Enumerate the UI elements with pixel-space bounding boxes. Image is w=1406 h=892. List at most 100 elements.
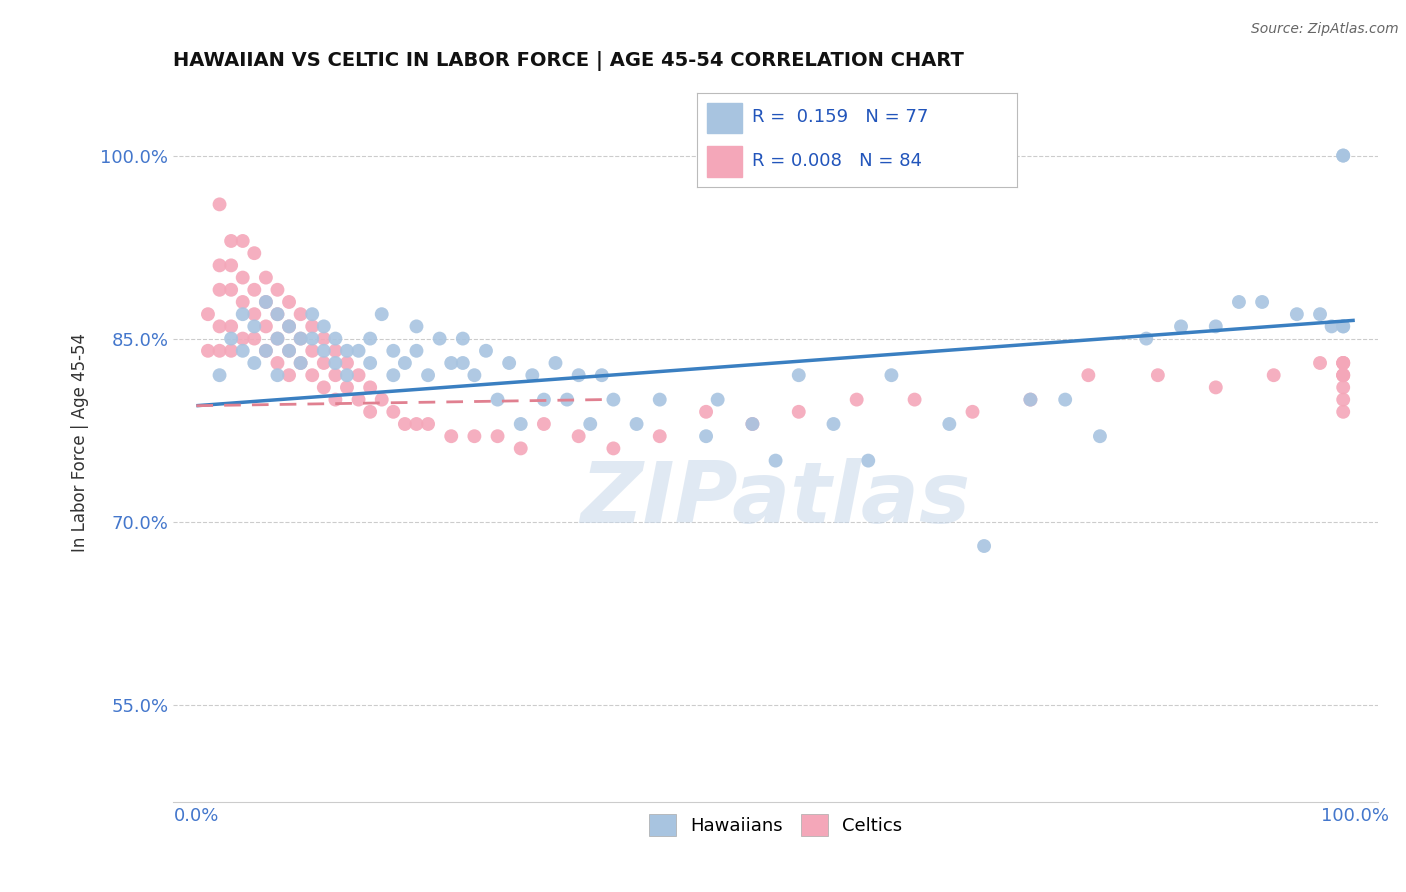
Point (312, 332, 335, 346)
Point (962, 405, 984, 419)
Point (568, 368, 591, 383)
Point (278, 319, 301, 334)
Point (278, 319, 301, 334)
Point (208, 197, 231, 211)
Point (382, 343, 405, 358)
Point (741, 417, 763, 431)
Point (463, 429, 485, 443)
Point (208, 319, 231, 334)
Point (1170, 319, 1192, 334)
Point (243, 356, 266, 370)
Point (290, 356, 312, 370)
Point (336, 343, 359, 358)
Point (266, 368, 288, 383)
Point (486, 392, 509, 407)
Point (626, 417, 648, 431)
Point (591, 368, 613, 383)
Text: ZIPatlas: ZIPatlas (581, 458, 970, 541)
Point (266, 332, 288, 346)
Point (602, 442, 624, 456)
Point (1054, 392, 1077, 407)
Point (475, 343, 498, 358)
Point (243, 332, 266, 346)
Point (208, 368, 231, 383)
Point (359, 356, 381, 370)
Point (509, 417, 531, 431)
Point (208, 283, 231, 297)
Point (219, 259, 242, 273)
Point (312, 319, 335, 334)
Point (1309, 307, 1331, 321)
Point (533, 392, 555, 407)
Point (1263, 368, 1285, 383)
Point (1088, 429, 1111, 443)
Point (290, 307, 312, 321)
Point (382, 368, 405, 383)
Point (1320, 319, 1343, 334)
Point (1331, 148, 1354, 162)
Point (533, 417, 555, 431)
Point (903, 392, 925, 407)
Point (602, 392, 624, 407)
Point (359, 405, 381, 419)
Point (1285, 307, 1308, 321)
Point (429, 332, 451, 346)
Point (197, 307, 219, 321)
Point (266, 283, 288, 297)
Point (232, 307, 254, 321)
Point (219, 283, 242, 297)
Point (394, 356, 416, 370)
Point (254, 270, 277, 285)
Point (405, 417, 427, 431)
Point (1331, 368, 1354, 383)
Point (579, 417, 602, 431)
Point (544, 356, 567, 370)
Point (1331, 356, 1354, 370)
Point (845, 392, 868, 407)
Point (325, 343, 347, 358)
Point (1331, 368, 1354, 383)
Point (486, 429, 509, 443)
Point (301, 307, 323, 321)
Point (325, 368, 347, 383)
Point (973, 539, 995, 553)
Point (301, 319, 323, 334)
Point (1309, 356, 1331, 370)
Point (1251, 295, 1274, 310)
Point (266, 307, 288, 321)
Point (232, 343, 254, 358)
Point (254, 319, 277, 334)
Point (278, 295, 301, 310)
Point (648, 429, 671, 443)
Point (1205, 319, 1227, 334)
Point (336, 368, 359, 383)
Point (359, 332, 381, 346)
Point (325, 332, 347, 346)
Point (312, 380, 335, 394)
Point (1147, 368, 1170, 383)
Point (301, 368, 323, 383)
Point (219, 332, 242, 346)
Point (232, 295, 254, 310)
Point (254, 295, 277, 310)
Point (1019, 392, 1042, 407)
Point (208, 343, 231, 358)
Text: HAWAIIAN VS CELTIC IN LABOR FORCE | AGE 45-54 CORRELATION CHART: HAWAIIAN VS CELTIC IN LABOR FORCE | AGE … (173, 51, 965, 70)
Y-axis label: In Labor Force | Age 45-54: In Labor Force | Age 45-54 (72, 333, 89, 552)
Point (347, 343, 370, 358)
Point (266, 332, 288, 346)
Point (301, 343, 323, 358)
Point (254, 295, 277, 310)
Point (416, 417, 439, 431)
Point (1331, 148, 1354, 162)
Point (347, 368, 370, 383)
Point (254, 343, 277, 358)
Point (858, 453, 880, 467)
Point (266, 307, 288, 321)
Point (787, 405, 810, 419)
Text: Source: ZipAtlas.com: Source: ZipAtlas.com (1251, 22, 1399, 37)
Point (232, 234, 254, 248)
Point (509, 442, 531, 456)
Point (1205, 380, 1227, 394)
Point (336, 356, 359, 370)
